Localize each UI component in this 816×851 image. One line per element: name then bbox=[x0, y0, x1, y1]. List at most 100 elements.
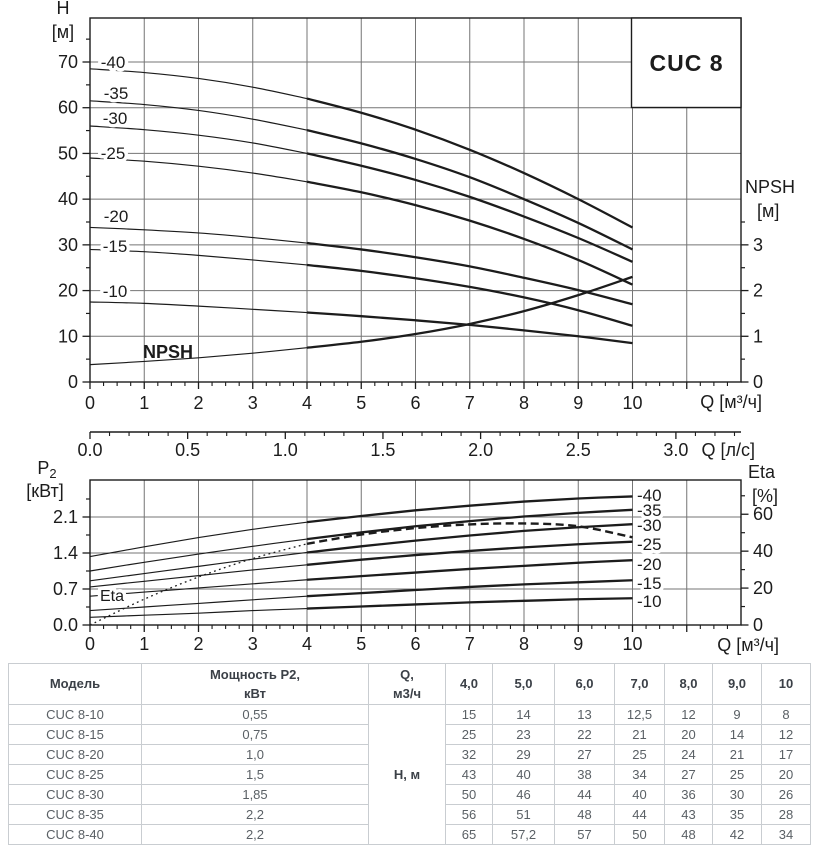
column-header: 10 bbox=[761, 663, 811, 705]
cell: 57 bbox=[554, 824, 615, 845]
cell: 29 bbox=[492, 744, 555, 765]
cell: 1,85 bbox=[141, 784, 369, 805]
cell: 25 bbox=[445, 724, 493, 745]
svg-text:9: 9 bbox=[573, 634, 583, 654]
svg-text:0: 0 bbox=[753, 615, 763, 635]
cell: 20 bbox=[664, 724, 713, 745]
svg-text:-35: -35 bbox=[637, 501, 662, 520]
svg-text:10: 10 bbox=[58, 326, 78, 346]
table-row: CUC 8-15 0,75 25 23 22 21 20 14 12 bbox=[8, 724, 811, 745]
cell: 25 bbox=[614, 744, 665, 765]
table-row: CUC 8-30 1,85 50 46 44 40 36 30 26 bbox=[8, 784, 811, 805]
column-header: 7,0 bbox=[614, 663, 665, 705]
svg-text:60: 60 bbox=[58, 98, 78, 118]
svg-text:0: 0 bbox=[753, 372, 763, 392]
cell: 50 bbox=[445, 784, 493, 805]
svg-text:-40: -40 bbox=[637, 486, 662, 505]
svg-text:Eta: Eta bbox=[100, 588, 124, 605]
svg-text:[кВт]: [кВт] bbox=[26, 481, 64, 501]
cell: 48 bbox=[554, 804, 615, 825]
svg-text:2: 2 bbox=[193, 634, 203, 654]
cell: CUC 8-10 bbox=[8, 704, 142, 725]
cell: 44 bbox=[554, 784, 615, 805]
cell: 28 bbox=[761, 804, 811, 825]
cell: 14 bbox=[712, 724, 762, 745]
svg-text:60: 60 bbox=[753, 504, 773, 524]
svg-text:0.0: 0.0 bbox=[77, 440, 102, 460]
cell: 9 bbox=[712, 704, 762, 725]
svg-text:0.0: 0.0 bbox=[53, 615, 78, 635]
cell: 40 bbox=[492, 764, 555, 785]
cell: 15 bbox=[445, 704, 493, 725]
cell: 30 bbox=[712, 784, 762, 805]
cell: 1,5 bbox=[141, 764, 369, 785]
svg-text:1: 1 bbox=[753, 326, 763, 346]
svg-text:0.7: 0.7 bbox=[53, 579, 78, 599]
svg-text:0.5: 0.5 bbox=[175, 440, 200, 460]
svg-text:4: 4 bbox=[302, 393, 312, 413]
cell: 43 bbox=[664, 804, 713, 825]
cell: Н, м bbox=[368, 704, 446, 845]
svg-text:H: H bbox=[57, 0, 70, 18]
column-header: 5,0 bbox=[492, 663, 555, 705]
cell: 27 bbox=[664, 764, 713, 785]
svg-text:Q [м³/ч]: Q [м³/ч] bbox=[700, 392, 762, 412]
table-row: CUC 8-10 0,55 Н, м 15 14 13 12,5 12 9 8 bbox=[8, 704, 811, 845]
cell: 34 bbox=[614, 764, 665, 785]
svg-text:40: 40 bbox=[58, 189, 78, 209]
svg-text:0: 0 bbox=[68, 372, 78, 392]
svg-text:1: 1 bbox=[139, 393, 149, 413]
svg-text:20: 20 bbox=[58, 281, 78, 301]
cell: 1,0 bbox=[141, 744, 369, 765]
svg-text:-30: -30 bbox=[103, 109, 128, 128]
column-header: 4,0 bbox=[445, 663, 493, 705]
svg-text:0: 0 bbox=[85, 393, 95, 413]
svg-text:10: 10 bbox=[622, 393, 642, 413]
cell: 2,2 bbox=[141, 804, 369, 825]
cell: CUC 8-15 bbox=[8, 724, 142, 745]
svg-text:4: 4 bbox=[302, 634, 312, 654]
svg-text:50: 50 bbox=[58, 143, 78, 163]
model-series-label: CUC 8 bbox=[649, 49, 724, 76]
svg-text:Eta: Eta bbox=[748, 462, 776, 482]
svg-text:6: 6 bbox=[410, 634, 420, 654]
table-row: CUC 8-35 2,2 56 51 48 44 43 35 28 bbox=[8, 804, 811, 825]
svg-text:-20: -20 bbox=[637, 555, 662, 574]
cell: CUC 8-25 bbox=[8, 764, 142, 785]
cell: 0,55 bbox=[141, 704, 369, 725]
svg-text:P2: P2 bbox=[37, 458, 56, 481]
head-npsh-chart: 0 10 20 30 40 50 60 70 0 1 2 3 4 5 6 7 8 9 10 0 1 2 3 0.0 0.5 1.0… bbox=[52, 0, 795, 460]
cell: 42 bbox=[712, 824, 762, 845]
svg-text:[м]: [м] bbox=[757, 201, 779, 221]
svg-text:2.5: 2.5 bbox=[566, 440, 591, 460]
cell: 48 bbox=[664, 824, 713, 845]
cell: 21 bbox=[614, 724, 665, 745]
svg-text:3: 3 bbox=[248, 393, 258, 413]
cell: 46 bbox=[492, 784, 555, 805]
cell: 36 bbox=[664, 784, 713, 805]
cell: 22 bbox=[554, 724, 615, 745]
cell: 56 bbox=[445, 804, 493, 825]
column-header: Q, м3/ч bbox=[368, 663, 446, 705]
cell: 43 bbox=[445, 764, 493, 785]
cell: 17 bbox=[761, 744, 811, 765]
svg-text:3: 3 bbox=[248, 634, 258, 654]
svg-text:-25: -25 bbox=[637, 535, 662, 554]
table-row: CUC 8-40 2,2 65 57,2 57 50 48 42 34 bbox=[8, 824, 811, 845]
svg-text:-25: -25 bbox=[101, 144, 126, 163]
spec-table: Модель Мощность P2, кВт Q, м3/ч 4,0 5,0 6,0 7,… bbox=[8, 663, 811, 845]
svg-text:2: 2 bbox=[753, 281, 763, 301]
svg-text:0: 0 bbox=[85, 634, 95, 654]
cell: 26 bbox=[761, 784, 811, 805]
column-header: Мощность P2, кВт bbox=[141, 663, 369, 705]
column-header: 6,0 bbox=[554, 663, 615, 705]
svg-text:1.4: 1.4 bbox=[53, 543, 78, 563]
cell: 2,2 bbox=[141, 824, 369, 845]
svg-text:-35: -35 bbox=[104, 84, 129, 103]
svg-text:-30: -30 bbox=[637, 516, 662, 535]
cell: CUC 8-30 bbox=[8, 784, 142, 805]
cell: 35 bbox=[712, 804, 762, 825]
column-header: Модель bbox=[8, 663, 142, 705]
svg-text:1: 1 bbox=[139, 634, 149, 654]
cell: 24 bbox=[664, 744, 713, 765]
